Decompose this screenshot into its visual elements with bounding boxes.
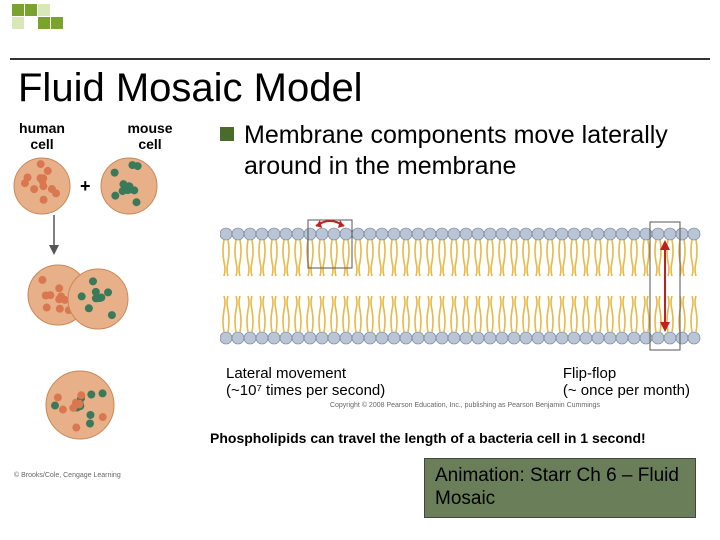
bullet-block: Membrane components move laterally aroun… <box>220 120 710 183</box>
slide: Fluid Mosaic Model human cell mouse cell… <box>0 0 720 540</box>
lateral-label: Lateral movement (~10⁷ times per second) <box>226 365 385 400</box>
mouse-cell-label: mouse cell <box>120 120 180 152</box>
human-cell-label: human cell <box>12 120 72 152</box>
arrow-down-icon <box>46 215 62 255</box>
animation-link-text: Animation: Starr Ch 6 – Fluid Mosaic <box>435 465 679 509</box>
bullet-marker-icon <box>220 127 234 141</box>
animation-link-box[interactable]: Animation: Starr Ch 6 – Fluid Mosaic <box>424 458 696 518</box>
slide-title: Fluid Mosaic Model <box>18 66 363 111</box>
fused-cell <box>20 255 140 335</box>
left-credit: © Brooks/Cole, Cengage Learning <box>14 472 121 479</box>
mouse-cell <box>99 156 159 216</box>
bullet-text: Membrane components move laterally aroun… <box>244 120 710 183</box>
logo <box>12 4 76 29</box>
title-rule <box>10 58 710 60</box>
caption-text: Phospholipids can travel the length of a… <box>210 430 712 446</box>
plus-sign: + <box>80 176 91 197</box>
membrane-credit: Copyright © 2008 Pearson Education, Inc.… <box>220 402 710 409</box>
membrane-figure: Lateral movement (~10⁷ times per second)… <box>220 216 710 409</box>
human-cell <box>12 156 72 216</box>
cell-fusion-diagram: human cell mouse cell + <box>12 120 202 216</box>
flipflop-label: Flip-flop (~ once per month) <box>563 365 690 400</box>
final-cell <box>40 365 120 445</box>
